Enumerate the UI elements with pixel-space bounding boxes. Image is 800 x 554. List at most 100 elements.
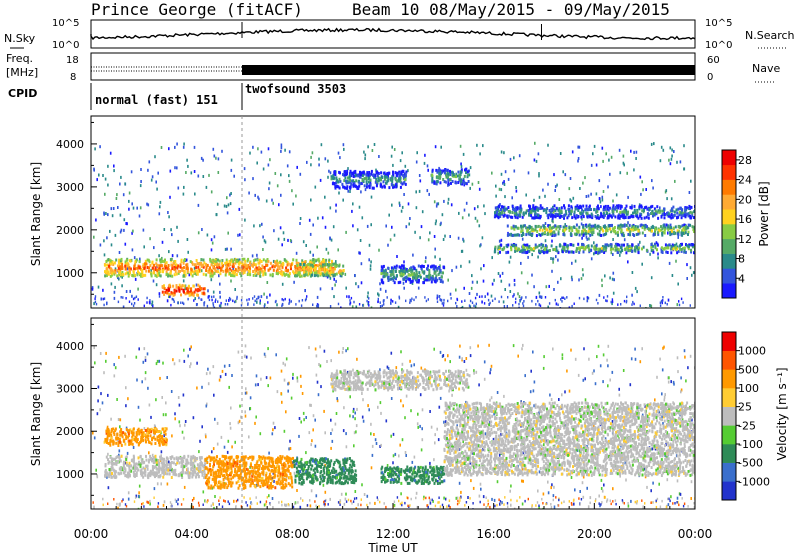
heat-cell <box>206 304 209 308</box>
heat-cell <box>607 364 609 368</box>
heat-cell <box>125 290 128 293</box>
heat-cell <box>663 213 666 216</box>
heat-cell <box>423 277 426 281</box>
colorbar-segment <box>722 224 736 240</box>
heat-cell <box>159 205 161 209</box>
heat-cell <box>617 226 619 230</box>
heat-cell <box>127 497 130 501</box>
heat-cell <box>360 281 363 285</box>
heat-cell <box>370 422 372 426</box>
heat-cell <box>309 232 312 236</box>
heat-cell <box>292 461 294 465</box>
heat-cell <box>326 271 329 275</box>
heat-cell <box>176 142 178 146</box>
heat-cell <box>305 451 307 455</box>
heat-cell <box>590 244 593 248</box>
heat-cell <box>177 286 180 290</box>
heat-cell <box>686 263 688 267</box>
heat-cell <box>460 490 462 494</box>
heat-cell <box>491 497 493 501</box>
heat-cell <box>159 258 162 262</box>
heat-cell <box>595 163 598 167</box>
heat-cell <box>262 258 265 262</box>
heat-cell <box>667 246 670 250</box>
heat-cell <box>627 226 630 230</box>
heat-cell <box>368 171 371 174</box>
heat-cell <box>693 229 695 233</box>
heat-cell <box>162 269 165 273</box>
heat-cell <box>685 243 687 247</box>
heat-cell <box>458 481 461 485</box>
heat-cell <box>384 271 387 275</box>
heat-cell <box>99 145 101 149</box>
heat-cell <box>224 273 227 277</box>
heat-cell <box>362 419 365 423</box>
heat-cell <box>455 265 458 269</box>
heat-cell <box>177 239 179 243</box>
heat-cell <box>635 212 638 216</box>
heat-cell <box>385 289 387 293</box>
heat-cell <box>271 497 274 500</box>
heat-cell <box>429 498 431 502</box>
heat-cell <box>386 365 389 369</box>
heat-cell <box>209 274 212 278</box>
heat-cell <box>664 454 666 457</box>
heat-cell <box>178 283 181 287</box>
heat-cell <box>417 264 420 268</box>
heat-cell <box>598 229 601 233</box>
heat-cell <box>142 228 145 232</box>
heat-cell <box>623 243 625 247</box>
heat-cell <box>313 264 316 268</box>
heat-cell <box>352 224 354 228</box>
heat-cell <box>580 212 583 215</box>
heat-cell <box>568 229 571 232</box>
heat-cell <box>640 216 643 220</box>
heat-cell <box>96 475 99 479</box>
heat-cell <box>221 259 224 262</box>
heat-cell <box>237 258 240 262</box>
heat-cell <box>483 377 486 381</box>
heat-cell <box>280 193 282 197</box>
heat-cell <box>214 495 216 498</box>
heat-cell <box>239 272 242 275</box>
heat-cell <box>583 347 585 351</box>
freq-tick-top: 18 <box>66 55 79 66</box>
heat-cell <box>664 243 667 247</box>
heat-cell <box>244 414 247 418</box>
heat-cell <box>149 264 152 268</box>
heat-cell <box>257 267 259 271</box>
heat-cell <box>636 215 639 219</box>
heat-cell <box>339 156 341 160</box>
heat-cell <box>246 265 249 269</box>
heat-cell <box>661 415 663 419</box>
heat-cell <box>319 178 322 182</box>
heat-cell <box>650 211 653 215</box>
heat-cell <box>604 207 607 211</box>
heat-cell <box>212 264 215 268</box>
heat-cell <box>693 244 695 248</box>
heat-cell <box>580 222 583 226</box>
heat-cell <box>498 453 501 457</box>
heat-cell <box>402 404 404 408</box>
heat-cell <box>105 260 108 263</box>
heat-cell <box>200 258 203 262</box>
heat-cell <box>204 262 207 266</box>
heat-cell <box>263 239 266 243</box>
heat-cell <box>605 152 607 156</box>
heat-cell <box>612 209 615 213</box>
heat-cell <box>321 272 324 276</box>
heat-cell <box>599 200 602 204</box>
heat-cell <box>177 396 180 399</box>
heat-cell <box>638 246 641 250</box>
heat-cell <box>229 298 232 301</box>
heat-cell <box>136 273 139 277</box>
heat-cell <box>630 226 633 230</box>
heat-cell <box>117 206 119 209</box>
heat-cell <box>122 273 125 276</box>
heat-cell <box>285 266 288 270</box>
heat-cell <box>146 266 149 269</box>
heat-cell <box>248 191 250 195</box>
heat-cell <box>409 273 412 277</box>
heat-cell <box>446 173 449 177</box>
heat-cell <box>515 297 517 301</box>
